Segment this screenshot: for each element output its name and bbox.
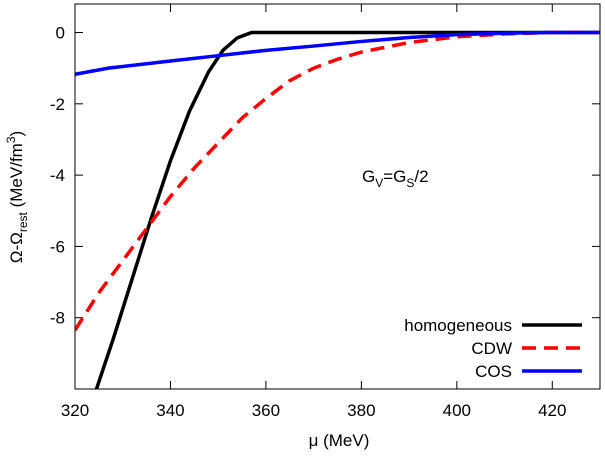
legend-label: COS [475,362,512,381]
y-tick-label: 0 [56,24,65,43]
legend-label: CDW [471,339,512,358]
y-tick-label: -4 [50,166,65,185]
series-line [75,30,600,76]
annotation-sub: V [375,176,383,190]
y-label-main: Ω-Ω [7,232,26,263]
annotation-end: /2 [414,167,428,186]
y-label-sub: rest [16,211,30,232]
annotation-g: G [362,167,375,186]
x-tick-label: 340 [156,401,184,420]
y-axis-label: Ω-Ωrest (MeV/fm3) [4,131,30,263]
plot-frame [74,3,601,390]
x-tick-label: 320 [61,401,89,420]
annotation-mid: =G [383,167,406,186]
annotation-sub: S [406,176,414,190]
y-label-sup: 3 [4,136,18,143]
x-tick-label: 420 [538,401,566,420]
series-line [94,30,600,389]
y-tick-label: -8 [50,309,65,328]
y-tick-label: -2 [50,95,65,114]
x-tick-label: 380 [347,401,375,420]
y-label-unit: (MeV/fm [7,143,26,212]
annotation: GV=GS/2 [362,167,429,190]
y-label-end: ) [7,131,26,137]
legend-label: homogeneous [404,316,512,335]
y-tick-label: -6 [50,237,65,256]
x-axis-label: μ (MeV) [309,431,370,450]
x-tick-label: 400 [443,401,471,420]
x-tick-label: 360 [252,401,280,420]
series-line [75,30,600,332]
